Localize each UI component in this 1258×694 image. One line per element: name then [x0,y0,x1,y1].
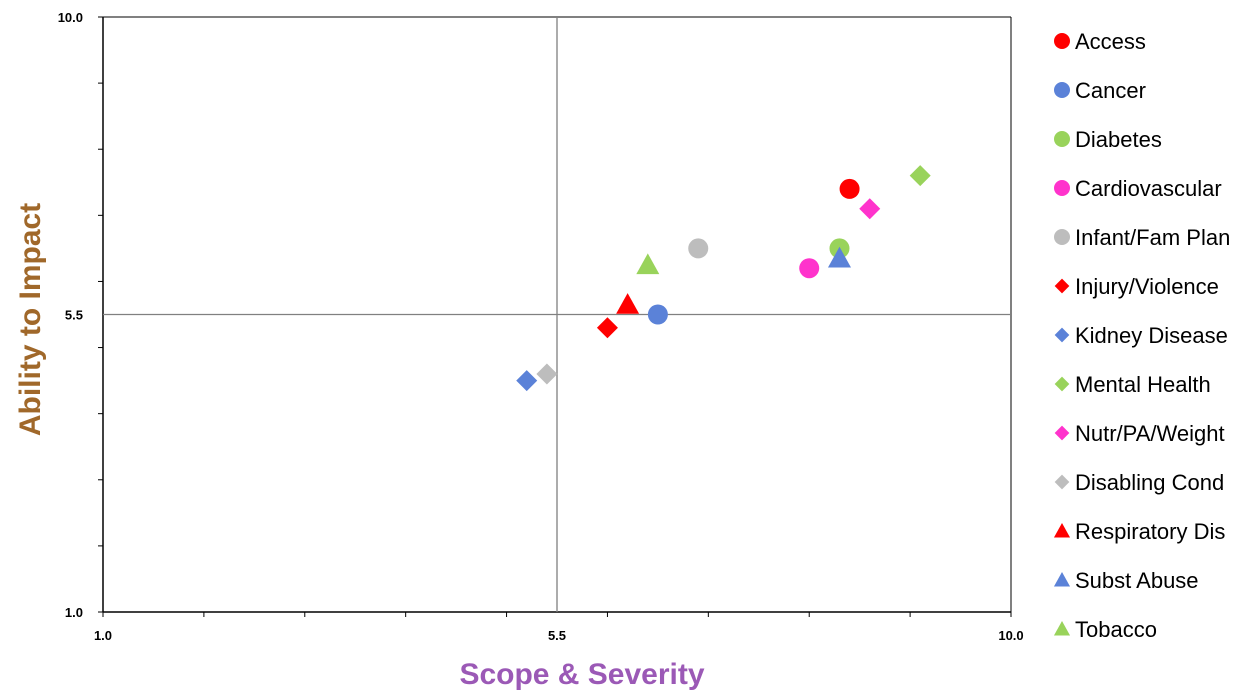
legend-item: Cancer [1054,78,1146,103]
legend-label: Mental Health [1075,372,1211,397]
legend-marker [1054,474,1070,490]
legend-item: Mental Health [1054,372,1211,397]
legend-marker [1054,180,1070,196]
data-point-infant-fam-plan [688,238,709,259]
data-point-tobacco [636,253,660,275]
legend-item: Access [1054,29,1146,54]
legend-marker [1053,571,1071,587]
legend: Access Cancer Diabetes Cardiovascular Infant… [1053,29,1230,642]
legend-label: Infant/Fam Plan [1075,225,1230,250]
legend-label: Nutr/PA/Weight [1075,421,1225,446]
legend-label: Cardiovascular [1075,176,1222,201]
legend-item: Respiratory Dis [1053,519,1225,544]
data-points [516,165,931,392]
legend-marker [1053,522,1071,538]
legend-item: Cardiovascular [1054,176,1222,201]
legend-marker [1054,131,1070,147]
legend-item: Subst Abuse [1053,568,1199,593]
data-point-cardiovascular [799,258,820,279]
legend-marker [1054,33,1070,49]
legend-marker [1054,278,1070,294]
legend-label: Kidney Disease [1075,323,1228,348]
legend-item: Injury/Violence [1054,274,1219,299]
legend-marker [1054,229,1070,245]
data-point-disabling-cond [536,363,558,385]
y-tick-label: 10.0 [58,10,83,25]
legend-label: Diabetes [1075,127,1162,152]
legend-marker [1054,82,1070,98]
legend-item: Kidney Disease [1054,323,1228,348]
data-point-mental-health [909,165,931,187]
data-point-subst-abuse [827,246,851,268]
legend-item: Diabetes [1054,127,1162,152]
legend-item: Nutr/PA/Weight [1054,421,1225,446]
legend-marker [1053,620,1071,636]
legend-item: Disabling Cond [1054,470,1224,495]
legend-label: Subst Abuse [1075,568,1199,593]
y-axis-title: Ability to Impact [14,203,47,436]
legend-label: Respiratory Dis [1075,519,1225,544]
data-point-kidney-disease [516,370,538,392]
axis-ticks [98,16,1012,617]
legend-label: Tobacco [1075,617,1157,642]
y-tick-label: 1.0 [65,605,83,620]
legend-label: Access [1075,29,1146,54]
data-point-access [839,178,860,199]
plot-area [98,16,1012,617]
data-point-nutr-pa-weight [859,198,881,220]
y-tick-label: 5.5 [65,308,83,323]
legend-item: Infant/Fam Plan [1054,225,1230,250]
x-axis-title: Scope & Severity [459,658,704,691]
data-point-cancer [647,304,668,325]
x-tick-label: 1.0 [94,628,112,643]
legend-label: Cancer [1075,78,1146,103]
legend-marker [1054,376,1070,392]
legend-marker [1054,327,1070,343]
legend-item: Tobacco [1053,617,1157,642]
legend-label: Injury/Violence [1075,274,1219,299]
legend-marker [1054,425,1070,441]
x-tick-label: 10.0 [998,628,1023,643]
x-tick-label: 5.5 [548,628,566,643]
legend-label: Disabling Cond [1075,470,1224,495]
data-point-injury-violence [596,317,618,339]
data-point-respiratory-dis [616,293,640,314]
